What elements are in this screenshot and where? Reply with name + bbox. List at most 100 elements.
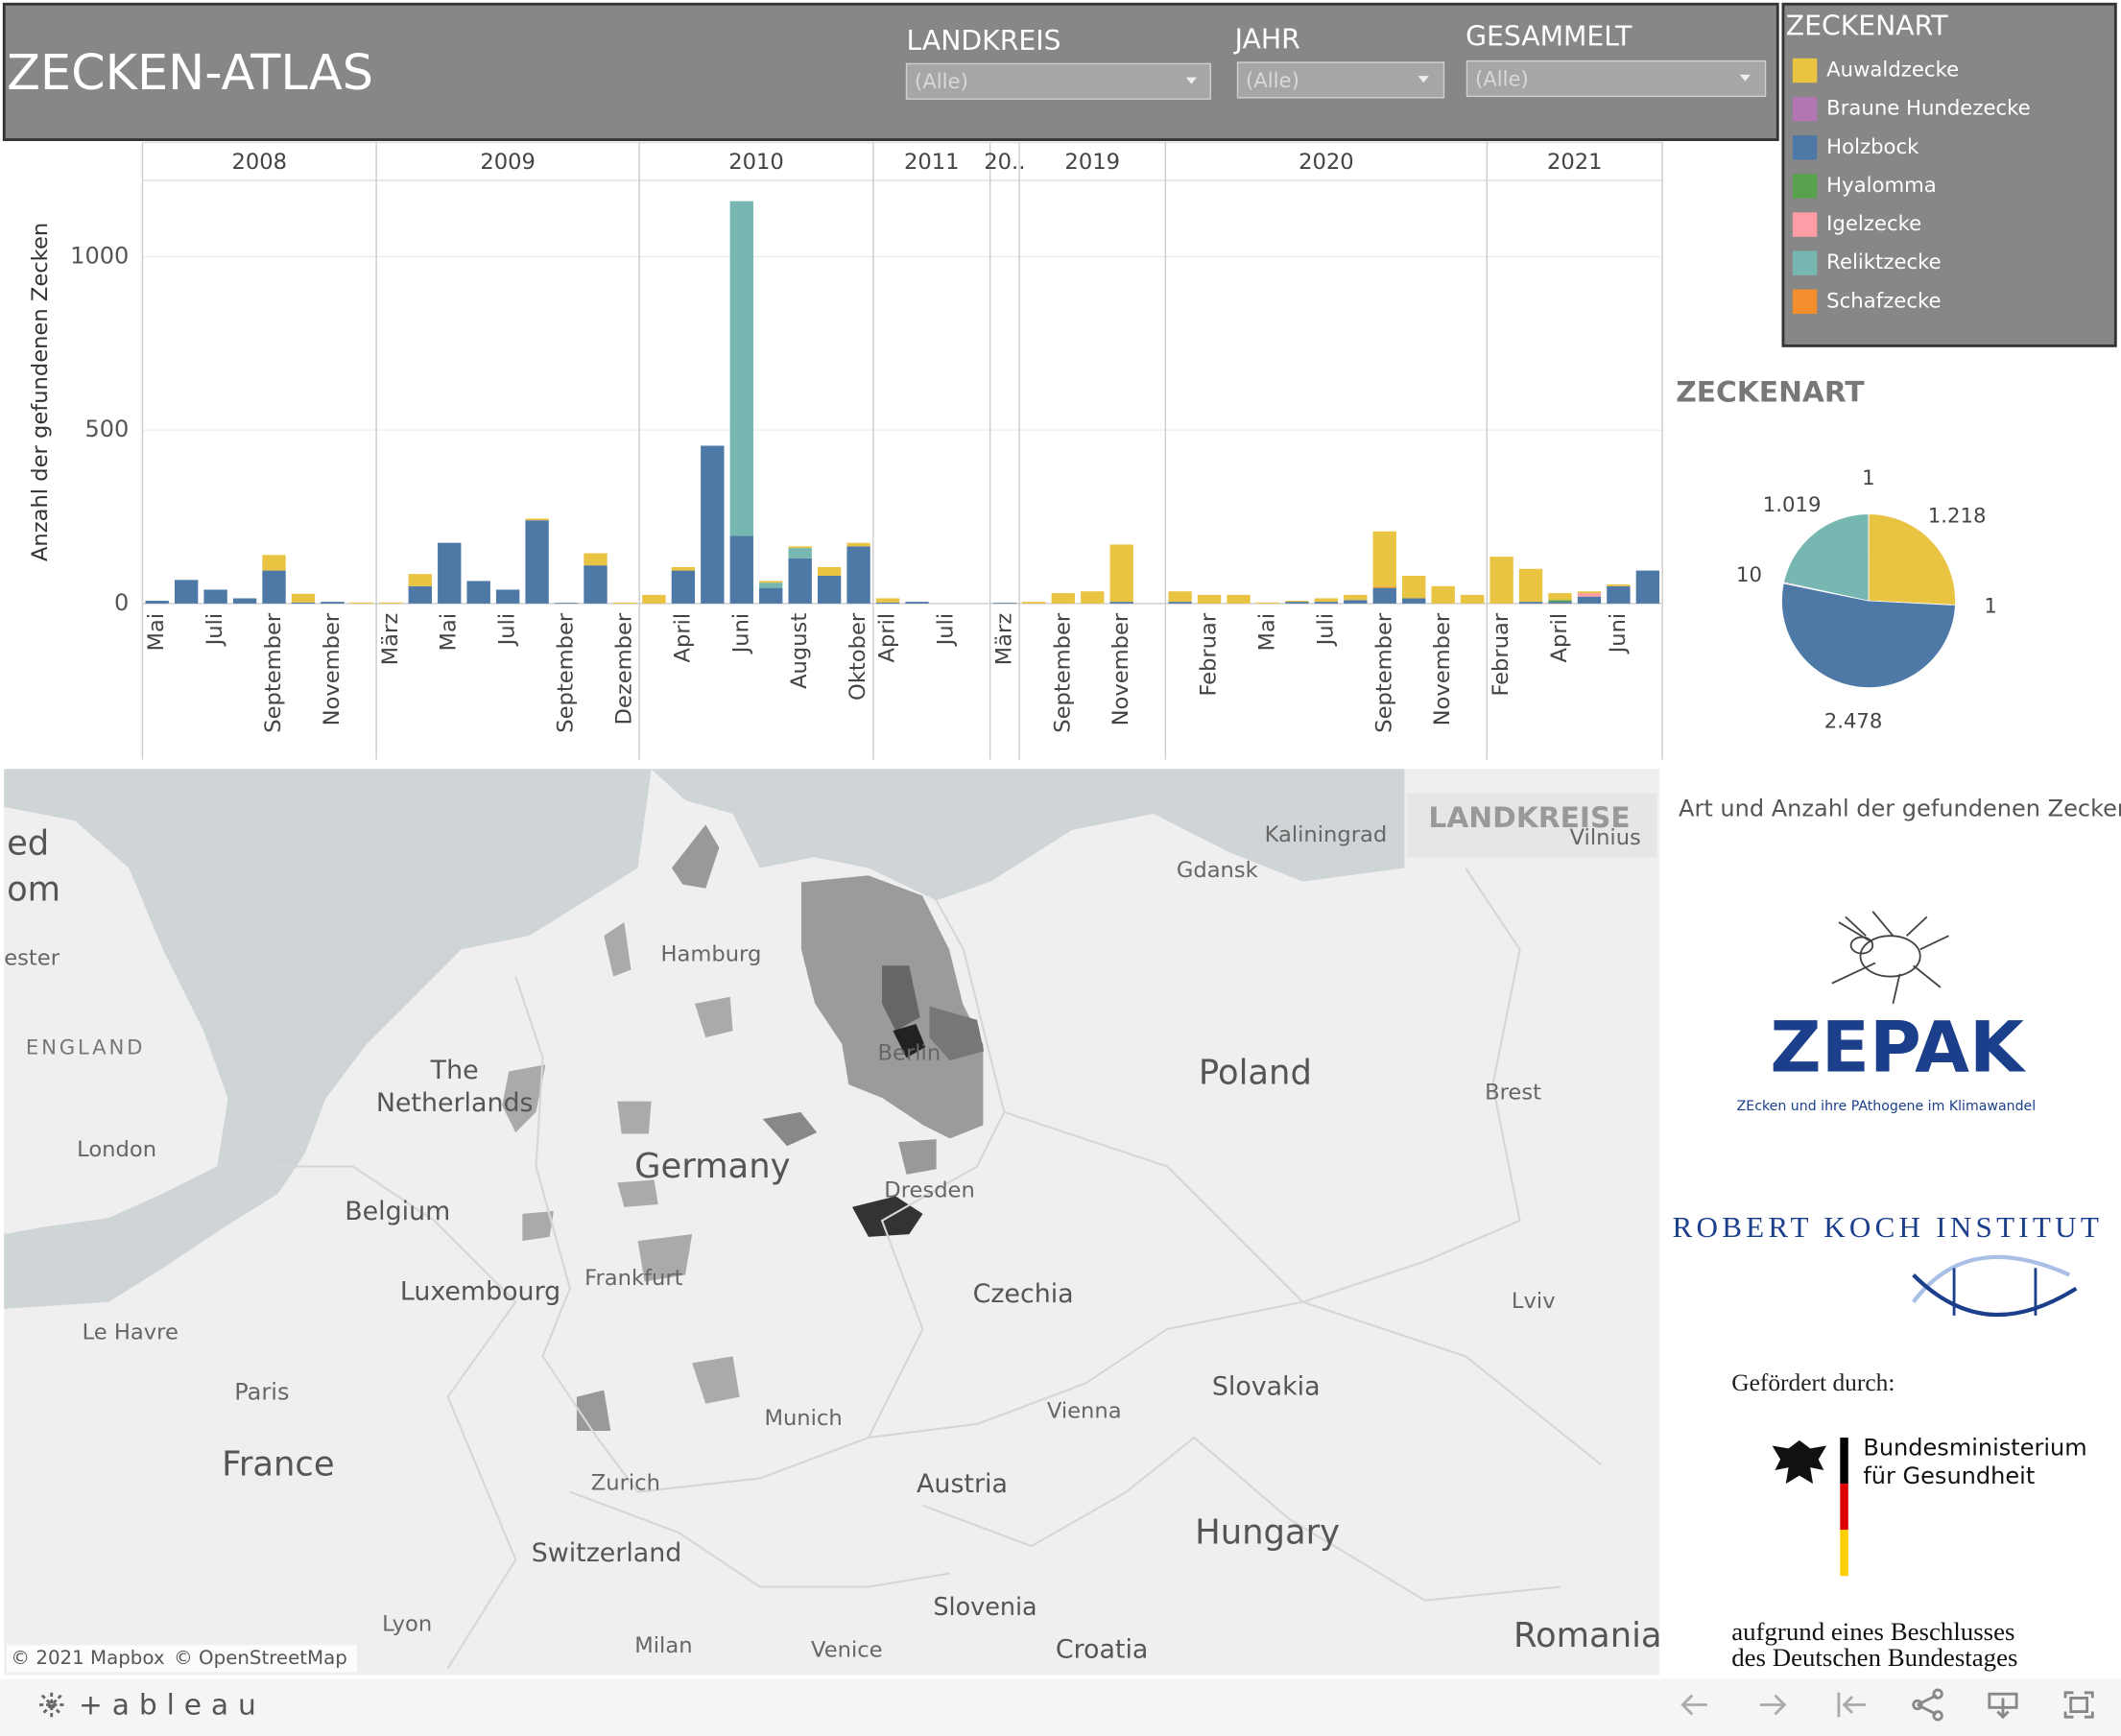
map-label: Lviv <box>1512 1289 1556 1314</box>
facet-label: 2011 <box>904 150 960 175</box>
bar-segment <box>1402 598 1426 604</box>
x-tick-label: März <box>991 613 1016 666</box>
legend-swatch <box>1792 289 1818 315</box>
y-tick-label: 500 <box>84 416 129 442</box>
dropdown-arrow[interactable] <box>1185 77 1198 84</box>
x-tick-label: Juni <box>728 613 753 655</box>
bar-segment <box>1577 596 1602 604</box>
revert-button[interactable] <box>1837 1692 1867 1718</box>
bar-segment <box>1314 602 1339 604</box>
map-label: ed <box>7 823 49 863</box>
filter-dropdown[interactable] <box>905 62 1211 100</box>
filter-value[interactable]: (Alle) <box>915 69 968 93</box>
x-tick-label: April <box>1547 613 1572 663</box>
pie-caption: Art und Anzahl der gefundenen Zecken. <box>1679 796 2121 822</box>
dropdown-arrow[interactable] <box>1418 76 1429 83</box>
bar-segment <box>846 542 870 547</box>
bar-segment <box>1285 601 1309 603</box>
map-label: Venice <box>811 1637 883 1662</box>
map-label: Munich <box>764 1406 842 1431</box>
bar-segment <box>584 553 608 566</box>
map-label: Slovenia <box>933 1592 1037 1621</box>
rki-name: ROBERT KOCH INSTITUT <box>1673 1210 2104 1244</box>
bar-segment <box>1402 575 1426 599</box>
tableau-brand[interactable]: +ableau <box>79 1687 266 1721</box>
map-region <box>522 1211 554 1242</box>
filter-value[interactable]: (Alle) <box>1475 66 1529 90</box>
pie-title: ZECKENART <box>1676 374 1865 408</box>
bar-segment <box>905 602 929 604</box>
ministry-name: für Gesundheit <box>1863 1463 2035 1489</box>
zepak-logo <box>1831 911 1949 1005</box>
ministry-name: Bundesministerium <box>1863 1434 2086 1461</box>
attribution-bg <box>7 1645 357 1673</box>
legend-label: Braune Hundezecke <box>1826 96 2031 120</box>
bar-segment <box>525 518 549 521</box>
map-region <box>671 824 720 889</box>
map-label: Croatia <box>1056 1634 1149 1664</box>
x-tick-label: Mai <box>437 613 462 652</box>
bar-segment <box>1022 602 1046 604</box>
map-region <box>502 1064 546 1133</box>
pie-value-label: 1.218 <box>1928 503 1987 527</box>
x-tick-label: Dezember <box>611 612 636 725</box>
bar-segment <box>262 555 286 571</box>
x-tick-label: September <box>554 612 579 733</box>
bar-segment <box>291 602 316 604</box>
bar-segment <box>788 546 812 549</box>
dropdown-arrow[interactable] <box>1739 74 1751 82</box>
x-tick-label: September <box>261 612 286 733</box>
dashboard-title: ZECKEN-ATLAS <box>7 45 373 102</box>
toolbar <box>0 1678 2121 1736</box>
map-label: Hamburg <box>660 941 761 966</box>
bar-segment <box>1548 600 1572 603</box>
bar-segment <box>1051 593 1075 604</box>
bar-segment <box>671 570 696 604</box>
download-button[interactable] <box>1988 1692 2018 1720</box>
bar-segment <box>1607 585 1631 604</box>
filter-dropdown[interactable] <box>1236 61 1445 99</box>
x-tick-label: Mai <box>144 613 169 652</box>
bar-segment <box>1344 600 1368 604</box>
map-attribution[interactable]: © 2021 Mapbox <box>11 1647 165 1669</box>
map-attribution[interactable]: © OpenStreetMap <box>174 1647 347 1669</box>
undo-button[interactable] <box>1680 1694 1707 1716</box>
facet-label: 2010 <box>728 150 784 175</box>
bar-segment <box>1314 598 1339 603</box>
bar-segment <box>759 587 783 604</box>
filter-label: GESAMMELT <box>1466 21 1632 53</box>
map-region <box>617 1101 652 1134</box>
redo-button[interactable] <box>1759 1694 1787 1716</box>
filter-dropdown[interactable] <box>1466 59 1767 98</box>
bar-segment <box>875 602 900 604</box>
map-title: LANDKREISE <box>1428 800 1630 834</box>
map-label: Germany <box>634 1147 790 1186</box>
fullscreen-button[interactable] <box>2063 1691 2094 1719</box>
bar-segment <box>1285 602 1309 604</box>
legend-label: Auwaldzecke <box>1826 57 1959 81</box>
filter-value[interactable]: (Alle) <box>1246 68 1299 92</box>
map[interactable]: LANDKREISE ed om ester ENGLAND London Th… <box>4 769 1662 1676</box>
map-label: Switzerland <box>532 1538 682 1568</box>
map-label: Le Havre <box>83 1320 179 1345</box>
x-tick-label: Juli <box>933 613 958 648</box>
x-tick-label: April <box>875 613 900 663</box>
map-label: ester <box>4 946 60 971</box>
bar-segment <box>1372 586 1396 588</box>
map-region <box>898 1139 937 1175</box>
zepak-subtitle: ZEcken und ihre PAthogene im Klimawandel <box>1737 1099 2037 1114</box>
bar-segment <box>817 575 842 604</box>
toolbar-icons[interactable] <box>1680 1688 2094 1722</box>
legend-label: Igelzecke <box>1826 211 1921 235</box>
bar-segment <box>1197 594 1222 604</box>
x-tick-label: Juli <box>203 613 227 648</box>
legend-label: Schafzecke <box>1826 288 1941 312</box>
bar-segment <box>1548 602 1572 604</box>
bar-segment <box>321 602 345 604</box>
x-tick-label: Februar <box>1489 612 1513 696</box>
pie-slice <box>1781 583 1956 688</box>
bar-segment <box>1518 568 1543 603</box>
map-region <box>893 1024 926 1058</box>
map-label: Berlin <box>878 1041 941 1066</box>
map-label: Belgium <box>345 1197 450 1226</box>
